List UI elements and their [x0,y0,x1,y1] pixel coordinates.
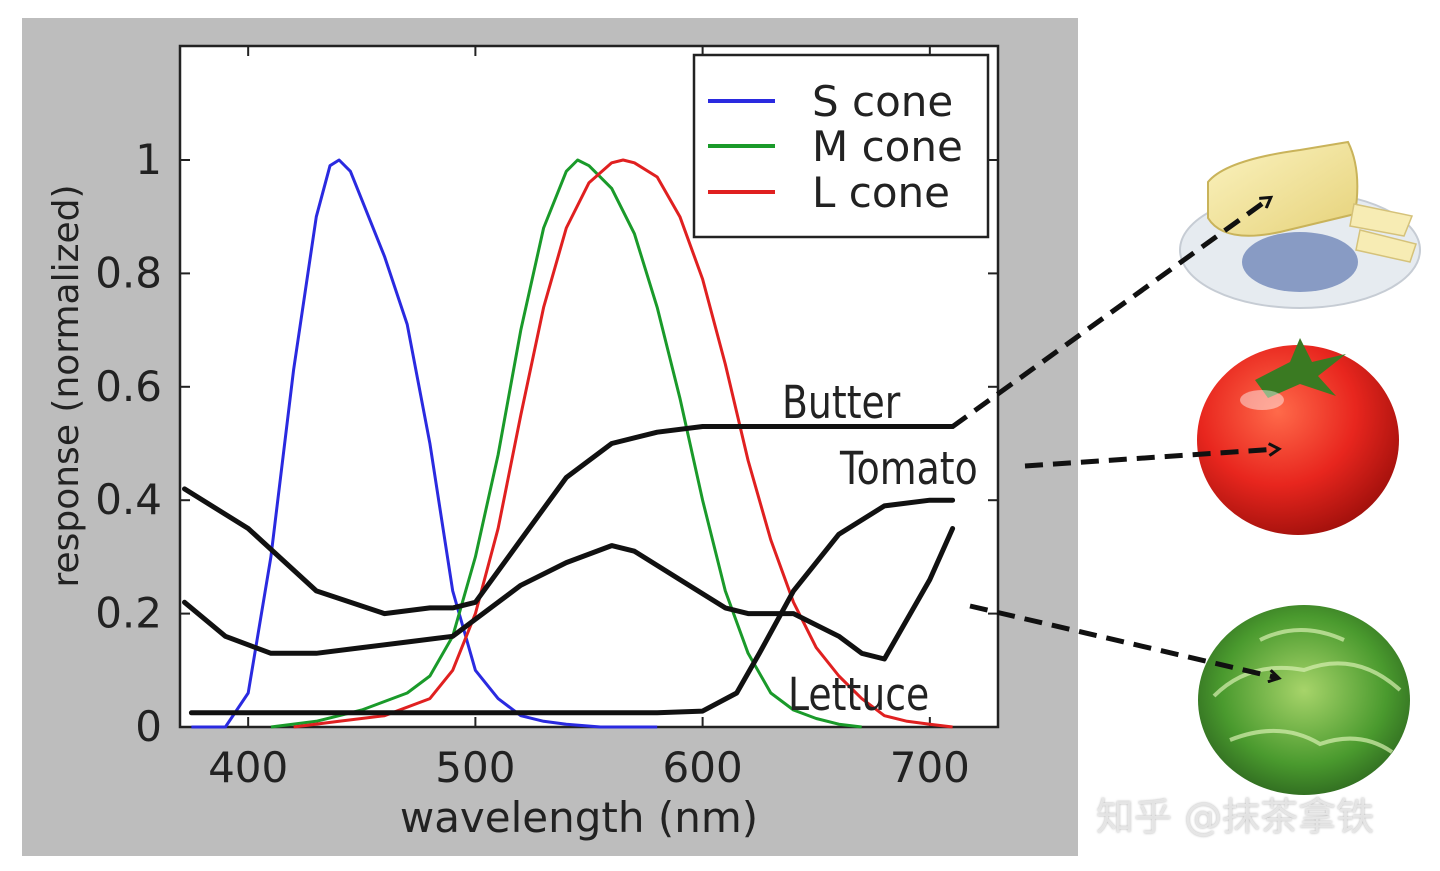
tomato-curve-label: Tomato [839,442,978,495]
legend: S cone M cone L cone [692,53,990,239]
series-line-l-cone [293,158,953,729]
legend-label-l-cone: L cone [812,168,950,217]
x-axis-label: wavelength (nm) [400,793,758,842]
reflectance-line-lettuce [188,497,956,716]
x-tick-label: 700 [890,743,970,792]
lettuce-picture [1198,605,1410,795]
legend-label-s-cone: S cone [812,77,953,126]
y-tick-label: 0 [135,702,162,751]
y-tick-label: 0.4 [95,475,162,524]
watermark: 知乎 @抹茶拿铁 [1096,795,1375,839]
legend-label-m-cone: M cone [812,122,963,171]
series-layer [182,158,956,729]
y-tick-label: 0.6 [95,362,162,411]
reflectance-line-tomato [182,526,956,662]
butter-picture [1179,140,1421,309]
x-tick-label: 500 [435,743,515,792]
arrow-butter [950,198,1270,430]
y-axis-label: response (normalized) [46,184,87,587]
series-line-m-cone [270,158,862,729]
reflectance-line-butter [182,424,956,617]
y-tick-label: 1 [135,135,162,184]
x-tick-label: 400 [208,743,288,792]
x-tick-label: 600 [663,743,743,792]
arrow-tomato [1024,449,1278,469]
lettuce-curve-label: Lettuce [788,668,929,721]
axes: 400 500 600 700 0 0.2 0.4 0.6 0.8 1 [95,46,998,792]
series-line-s-cone [191,158,658,729]
arrow-lettuce [969,603,1278,678]
y-tick-label: 0.2 [95,589,162,638]
tomato-picture [1197,338,1399,535]
y-tick-label: 0.8 [95,248,162,297]
butter-curve-label: Butter [782,376,901,429]
